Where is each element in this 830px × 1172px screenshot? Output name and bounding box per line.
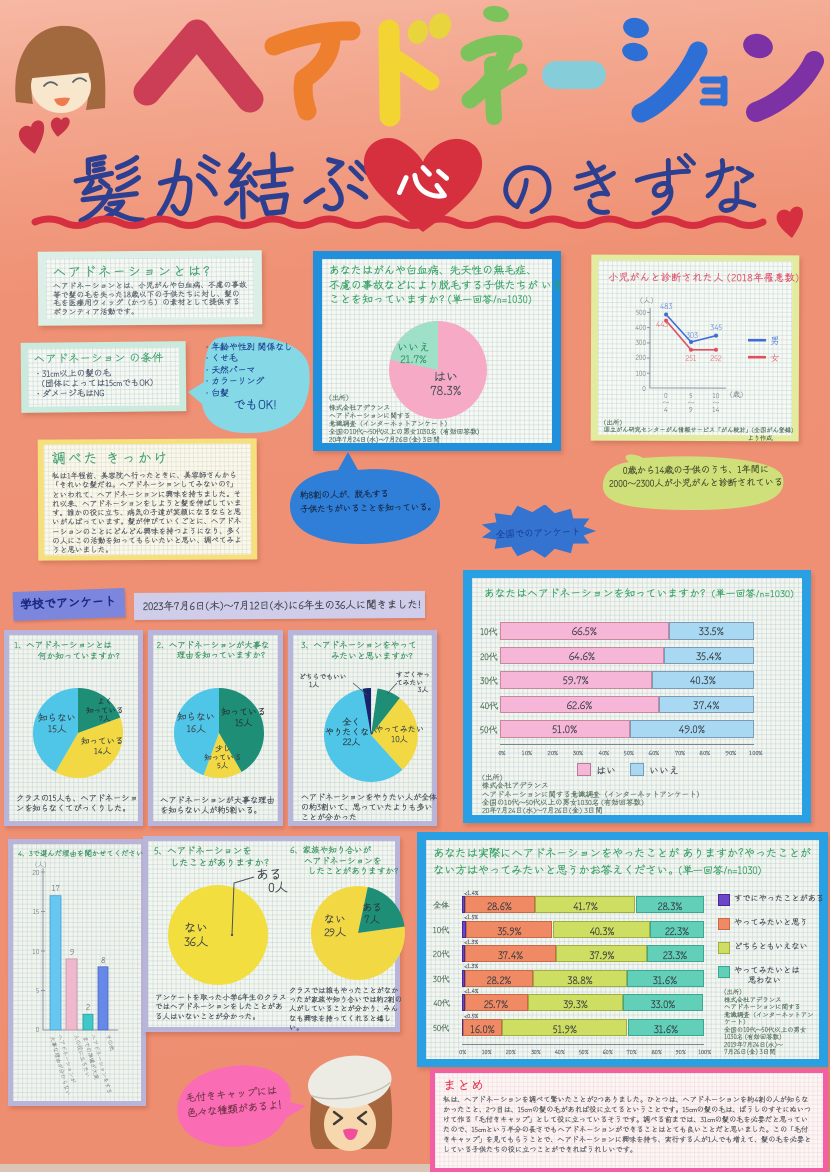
svg-text:(人): (人)	[35, 859, 47, 869]
svg-text:252: 252	[710, 353, 722, 364]
svg-text:(歳): (歳)	[730, 389, 743, 400]
svg-text:100: 100	[636, 369, 646, 379]
svg-text:その他: その他	[104, 1033, 116, 1052]
svg-text:女: 女	[770, 350, 780, 364]
svg-text:(人): (人)	[640, 295, 653, 306]
svg-text:483: 483	[659, 301, 673, 312]
svg-text:男: 男	[770, 333, 780, 347]
svg-text:20: 20	[31, 868, 39, 878]
svg-text:〜: 〜	[712, 398, 719, 408]
svg-text:15: 15	[33, 907, 39, 917]
svg-text:200: 200	[634, 353, 645, 363]
svg-text:10: 10	[32, 947, 39, 957]
svg-text:心: 心	[396, 139, 450, 218]
svg-text:0: 0	[664, 391, 668, 401]
svg-text:300: 300	[634, 338, 646, 348]
svg-text:10: 10	[712, 391, 719, 401]
svg-text:0: 0	[642, 384, 646, 394]
svg-text:400: 400	[635, 323, 646, 333]
svg-text:9: 9	[689, 405, 693, 415]
svg-text:5: 5	[36, 986, 39, 996]
svg-text:345: 345	[710, 322, 722, 333]
svg-text:0: 0	[35, 1025, 39, 1035]
svg-text:〜: 〜	[662, 398, 669, 408]
svg-text:〜: 〜	[687, 398, 694, 408]
svg-text:2: 2	[86, 1002, 90, 1013]
svg-text:14: 14	[712, 405, 719, 415]
svg-text:17: 17	[52, 883, 60, 894]
svg-text:8: 8	[101, 955, 105, 966]
svg-text:500: 500	[636, 308, 646, 318]
svg-text:4: 4	[664, 405, 668, 415]
svg-text:5: 5	[689, 391, 692, 401]
svg-text:9: 9	[70, 947, 74, 958]
svg-text:443: 443	[655, 319, 669, 330]
svg-text:251: 251	[685, 353, 696, 364]
svg-text:303: 303	[686, 330, 698, 341]
